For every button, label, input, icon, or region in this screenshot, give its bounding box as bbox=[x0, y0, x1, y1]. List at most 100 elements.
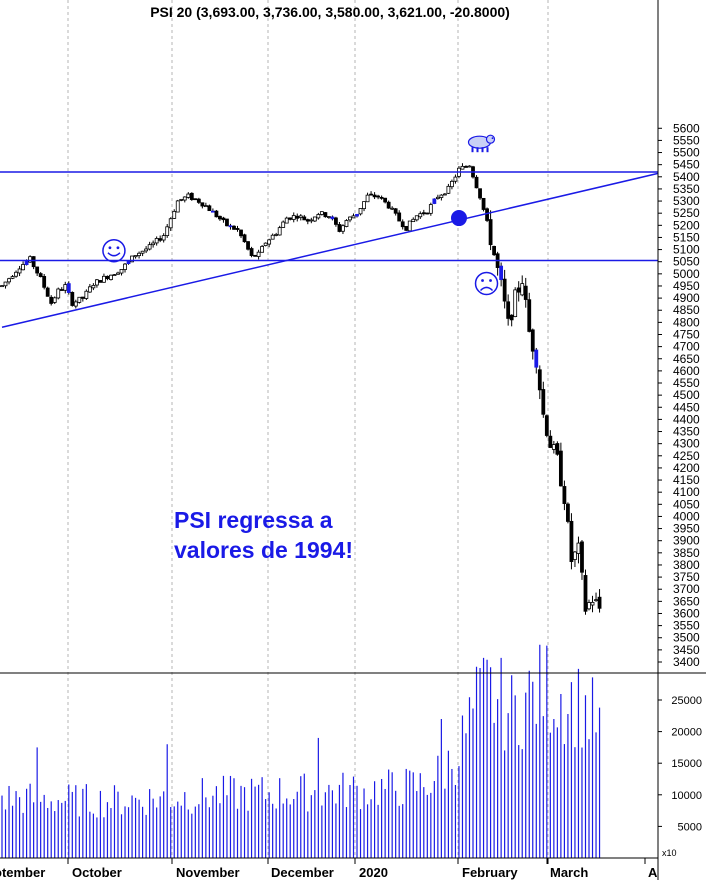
candle-body bbox=[594, 599, 598, 602]
candle-body bbox=[460, 165, 465, 170]
candle-body bbox=[372, 194, 377, 198]
candle-body bbox=[35, 266, 40, 274]
candle-body bbox=[147, 244, 152, 250]
candle-body bbox=[323, 212, 328, 218]
candle-body bbox=[105, 275, 110, 280]
candle-body bbox=[228, 225, 233, 228]
price-tick-label: 4700 bbox=[673, 340, 700, 354]
candle-body bbox=[56, 288, 61, 299]
price-tick-label: 4650 bbox=[673, 352, 700, 366]
candle-body bbox=[144, 248, 149, 252]
candle-body bbox=[474, 176, 479, 189]
candle-body bbox=[165, 226, 170, 236]
price-tick-label: 5600 bbox=[673, 121, 700, 135]
x-tick-label: November bbox=[176, 865, 240, 880]
candle-body bbox=[179, 198, 184, 201]
bear-eye bbox=[491, 137, 494, 140]
candle-body bbox=[580, 541, 584, 573]
price-tick-label: 4750 bbox=[673, 327, 700, 341]
candle-body bbox=[499, 265, 504, 281]
price-tick-label: 5550 bbox=[673, 133, 700, 147]
x-tick-label: otember bbox=[0, 865, 45, 880]
candle-body bbox=[182, 196, 187, 201]
candle-body bbox=[569, 520, 574, 562]
reference-lines bbox=[0, 171, 659, 328]
price-tick-label: 4050 bbox=[673, 497, 700, 511]
candle-body bbox=[232, 225, 236, 230]
candle-body bbox=[576, 542, 581, 554]
candle-body bbox=[309, 219, 314, 222]
candle-body bbox=[77, 296, 82, 303]
candle-body bbox=[168, 218, 173, 229]
candle-body bbox=[66, 283, 71, 293]
volume-tick-label: 25000 bbox=[671, 695, 702, 707]
candle-body bbox=[95, 279, 99, 286]
price-tick-label: 4300 bbox=[673, 437, 700, 451]
candle-body bbox=[502, 278, 507, 302]
candle-body bbox=[31, 256, 36, 268]
x-tick-label: A bbox=[648, 865, 658, 880]
price-tick-label: 5250 bbox=[673, 206, 700, 220]
candle-body bbox=[298, 215, 303, 218]
candle-body bbox=[397, 212, 402, 222]
price-tick-label: 4900 bbox=[673, 291, 700, 305]
price-tick-label: 4000 bbox=[673, 509, 700, 523]
price-tick-label: 4950 bbox=[673, 279, 700, 293]
volume-multiplier-label: x10 bbox=[662, 848, 677, 858]
candle-body bbox=[10, 276, 15, 279]
price-tick-label: 3500 bbox=[673, 631, 700, 645]
candle-body bbox=[193, 198, 198, 201]
candle-body bbox=[151, 242, 156, 246]
candle-body bbox=[218, 215, 222, 220]
price-tick-label: 5100 bbox=[673, 243, 700, 257]
candle-body bbox=[467, 165, 472, 168]
candle-body bbox=[112, 274, 117, 276]
candle-body bbox=[481, 197, 486, 210]
price-axis: 3400345035003550360036503700375038003850… bbox=[658, 121, 700, 669]
candle-body bbox=[330, 216, 335, 220]
price-tick-label: 4500 bbox=[673, 388, 700, 402]
volume-axis: 5000 10000 15000 20000 25000 bbox=[658, 695, 702, 833]
candle-body bbox=[203, 205, 208, 208]
candle-body bbox=[116, 272, 120, 275]
candle-body bbox=[587, 602, 591, 610]
candle-body bbox=[235, 228, 240, 230]
candle-body bbox=[175, 200, 180, 213]
x-tick-label: December bbox=[271, 865, 334, 880]
candle-body bbox=[326, 216, 331, 218]
candle-body bbox=[516, 287, 521, 293]
candle-body bbox=[70, 292, 75, 306]
price-tick-label: 4200 bbox=[673, 461, 700, 475]
price-tick-label: 3750 bbox=[673, 570, 700, 584]
face-eye bbox=[108, 246, 112, 250]
candle-body bbox=[246, 241, 250, 250]
candle-body bbox=[3, 281, 8, 287]
price-tick-label: 3400 bbox=[673, 655, 700, 669]
price-tick-label: 3900 bbox=[673, 534, 700, 548]
price-tick-label: 4550 bbox=[673, 376, 700, 390]
candle-body bbox=[386, 201, 391, 209]
candle-body bbox=[123, 263, 127, 270]
candle-body bbox=[137, 252, 141, 257]
candle-body bbox=[344, 220, 349, 227]
candle-body bbox=[400, 221, 405, 228]
price-tick-label: 4400 bbox=[673, 412, 700, 426]
candle-body bbox=[393, 208, 398, 214]
candle-body bbox=[281, 221, 286, 228]
candle-body bbox=[316, 214, 321, 219]
candle-body bbox=[295, 215, 300, 219]
price-tick-label: 4150 bbox=[673, 473, 700, 487]
price-tick-label: 3450 bbox=[673, 643, 700, 657]
candle-body bbox=[478, 188, 482, 199]
candle-body bbox=[541, 389, 546, 415]
price-tick-label: 4450 bbox=[673, 400, 700, 414]
candle-body bbox=[527, 299, 532, 332]
price-tick-label: 5000 bbox=[673, 267, 700, 281]
price-tick-label: 3950 bbox=[673, 522, 700, 536]
candle-body bbox=[573, 551, 577, 560]
candle-body bbox=[186, 193, 191, 198]
candle-body bbox=[305, 219, 310, 222]
candle-body bbox=[274, 234, 279, 236]
candle-body bbox=[253, 254, 257, 257]
